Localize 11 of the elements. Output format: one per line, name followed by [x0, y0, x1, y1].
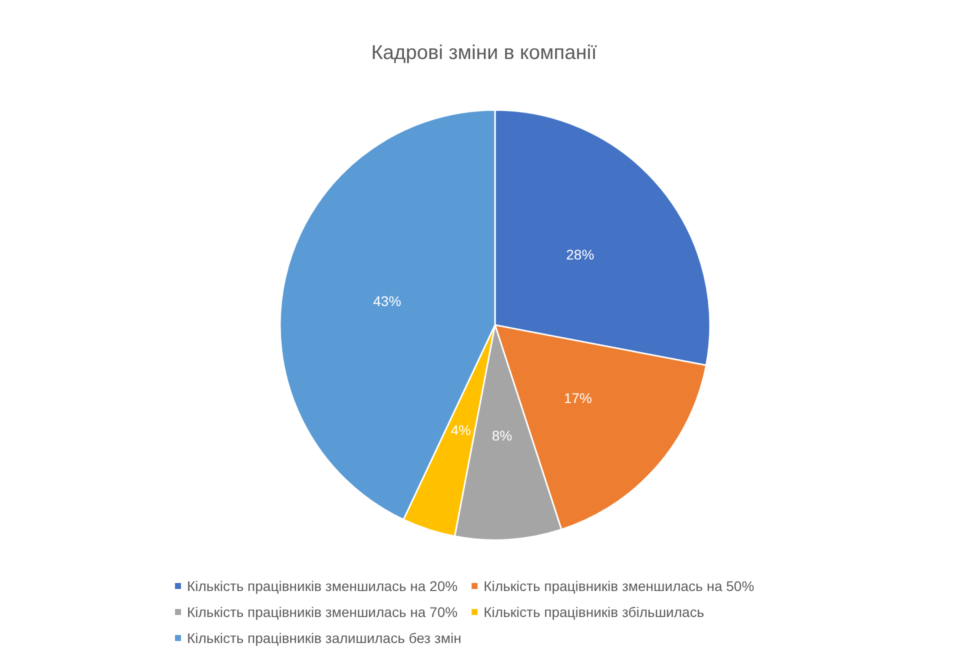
data-label: 8% [492, 427, 512, 444]
data-label: 17% [564, 390, 592, 406]
legend-label: Кількість працівників зменшилась на 70% [187, 604, 458, 620]
data-label: 4% [450, 422, 471, 438]
legend-label: Кількість працівників збільшилась [484, 604, 704, 620]
data-label: 43% [373, 292, 402, 309]
legend-label: Кількість працівників зменшилась на 20% [187, 578, 458, 594]
chart-title: Кадрові зміни в компанії [371, 42, 598, 64]
legend-label: Кількість працівників зменшилась на 50% [484, 578, 754, 594]
data-label: 28% [566, 246, 594, 263]
legend-label: Кількість працівників залишилась без змін [187, 630, 462, 646]
